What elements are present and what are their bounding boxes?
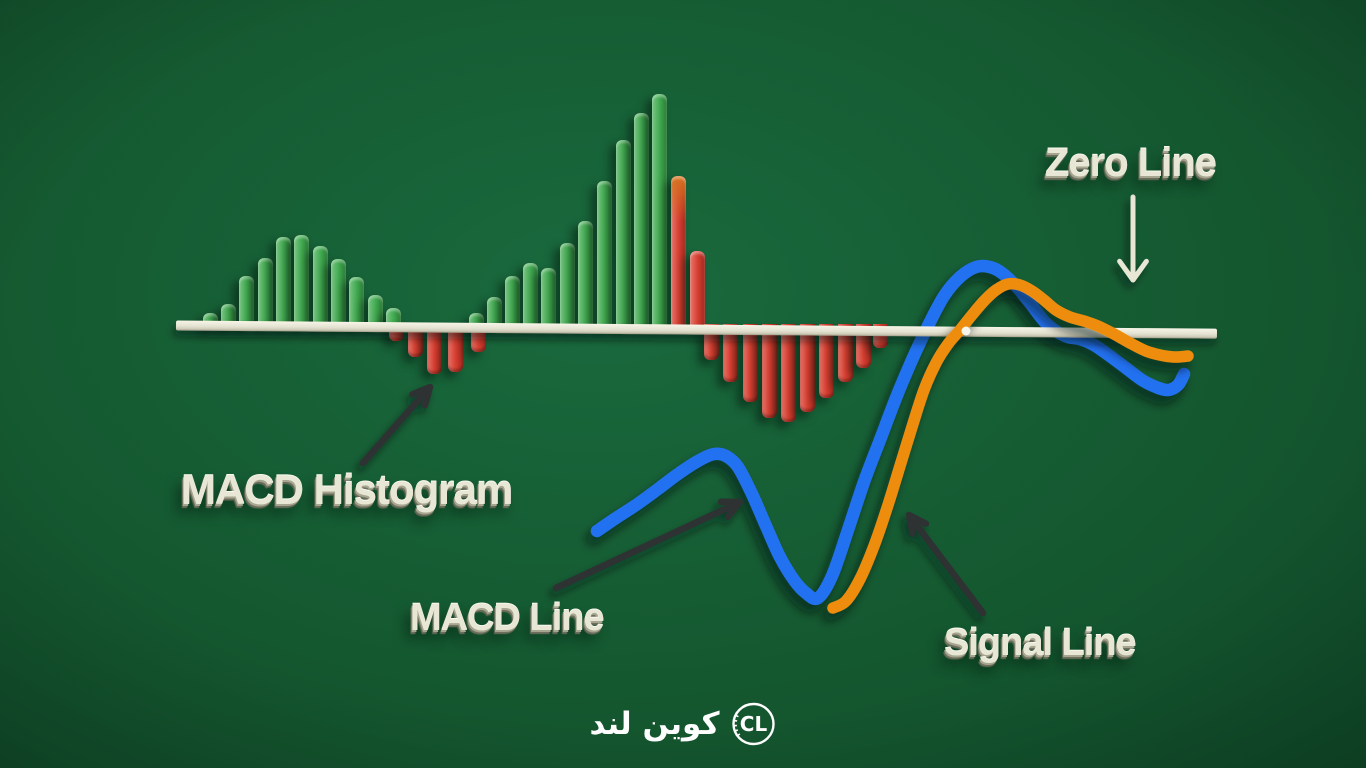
signal-line-label: Signal Line (944, 622, 1137, 664)
histogram-bar (743, 324, 758, 402)
annotation-arrows (359, 194, 1149, 617)
brand-logo: کوین لند CL (590, 701, 777, 747)
macd-line-label: MACD Line (410, 597, 605, 639)
histogram-bar (239, 275, 254, 329)
macd-histogram-label: MACD Histogram (181, 466, 513, 513)
histogram-bar (690, 250, 705, 329)
histogram-bar (331, 258, 346, 329)
brand-coin-icon: CL (732, 702, 775, 746)
histogram-bar (368, 294, 383, 329)
histogram-bar (523, 262, 538, 329)
histogram-bar (578, 220, 593, 329)
histogram-bar (541, 267, 556, 329)
histogram-bar (560, 242, 575, 329)
histogram-bar (276, 236, 291, 329)
signal-line-path (827, 277, 1194, 614)
signal-line-arrow (905, 511, 987, 617)
crossover-dot (961, 326, 971, 336)
histogram-bar (723, 324, 738, 382)
histogram-bar (634, 112, 649, 329)
zero-line (175, 320, 1217, 339)
zero-line-arrow (1117, 194, 1149, 283)
macd-line-arrow (552, 498, 744, 592)
histogram-bar (505, 275, 520, 329)
brand-monogram: CL (740, 712, 768, 736)
histogram-bar (427, 324, 442, 374)
histogram-bar (616, 139, 631, 329)
histogram-bar (762, 324, 777, 418)
histogram-bar (781, 324, 796, 422)
histogram-bar (258, 257, 273, 329)
zero-line-label: Zero Line (1045, 141, 1217, 185)
histogram-bar (652, 93, 667, 329)
macd-histogram-arrow (359, 383, 434, 467)
histogram-bar (349, 276, 364, 329)
histogram-bar (294, 234, 309, 329)
histogram-bar (597, 180, 612, 329)
histogram-bar (313, 245, 328, 329)
brand-name-farsi: کوین لند (589, 706, 720, 742)
macd-line-path (590, 259, 1191, 606)
histogram-bar (819, 324, 834, 398)
histogram-bar (487, 296, 502, 329)
histogram-bar (800, 324, 815, 412)
histogram-bar (671, 175, 686, 329)
histogram-bar (448, 324, 463, 372)
histogram-bar (838, 324, 853, 382)
